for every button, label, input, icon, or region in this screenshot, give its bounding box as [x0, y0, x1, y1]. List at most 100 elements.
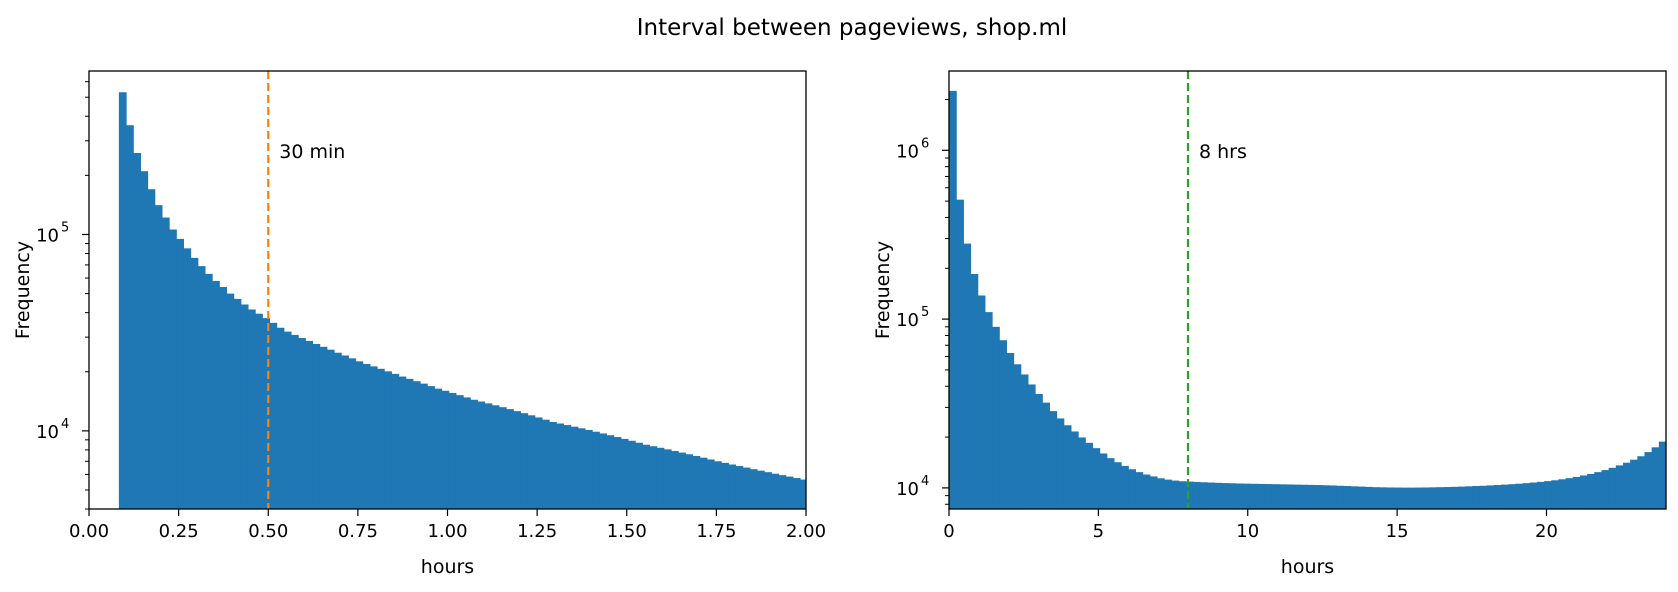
histogram-bar	[1608, 467, 1617, 509]
histogram-bar	[326, 349, 335, 509]
histogram-bar	[1615, 465, 1624, 509]
histogram-bar	[584, 430, 593, 509]
histogram-bar	[1350, 486, 1359, 509]
x-tick-label: 2.00	[786, 521, 826, 542]
histogram-bar	[1113, 462, 1122, 509]
histogram-bar	[1278, 484, 1287, 509]
x-tick-label: 1.50	[607, 521, 647, 542]
x-tick-label: 1.75	[696, 521, 736, 542]
histogram-bar	[1579, 475, 1588, 509]
histogram-bar	[879, 494, 887, 509]
histogram-bar	[219, 287, 228, 509]
histogram-bar	[1465, 486, 1474, 509]
histogram-bar	[865, 492, 873, 509]
histogram-bar	[556, 423, 565, 509]
histogram-bar	[491, 405, 500, 509]
x-tick-label: 5	[1093, 521, 1104, 542]
histogram-bar	[126, 125, 134, 509]
histogram-bar	[1250, 483, 1258, 509]
y-axis-label: Frequency	[12, 241, 34, 339]
histogram-bar	[1622, 462, 1631, 509]
histogram-bar	[1063, 425, 1072, 509]
histogram-bar	[305, 340, 314, 509]
histogram-bar	[1644, 452, 1653, 509]
histogram-bar	[963, 243, 972, 509]
histogram-bar	[154, 205, 163, 509]
histogram-bar	[800, 479, 806, 509]
histogram-bar	[1006, 352, 1015, 509]
y-tick-label: 10	[896, 141, 919, 162]
histogram-bar	[1264, 484, 1273, 509]
histogram-bar	[1508, 484, 1517, 509]
histogram-bar	[1092, 448, 1101, 509]
histogram-bar	[441, 390, 450, 509]
histogram-bar	[190, 257, 199, 509]
histogram-bar	[635, 442, 643, 509]
histogram-bar	[204, 273, 213, 509]
histogram-bar	[1458, 486, 1466, 509]
histogram-bar	[1400, 487, 1409, 509]
x-axis-label: hours	[421, 556, 474, 578]
y-tick-exponent: 5	[61, 220, 69, 235]
histogram-bar	[1343, 486, 1352, 509]
histogram-bar	[1214, 482, 1223, 509]
histogram-bar	[1307, 484, 1316, 509]
histogram-bar	[1522, 483, 1531, 509]
histogram-bar	[549, 421, 557, 509]
x-axis-label: hours	[1281, 556, 1334, 578]
histogram-bar	[1199, 482, 1208, 509]
histogram-bar	[1493, 485, 1502, 509]
histogram-bar	[348, 358, 357, 509]
histogram-bar	[240, 304, 249, 509]
histogram-bar	[1271, 484, 1280, 509]
histogram-bar	[642, 444, 651, 509]
histogram-bar	[1070, 431, 1079, 509]
histogram-bar	[984, 312, 993, 509]
figure-title: Interval between pageviews, shop.ml	[637, 15, 1068, 41]
histogram-bar	[792, 478, 801, 509]
histogram-bar	[384, 371, 392, 509]
histogram-bar	[1651, 447, 1660, 509]
histogram-bar	[872, 493, 880, 509]
histogram-bar	[470, 399, 478, 509]
histogram-bar	[1536, 481, 1545, 509]
y-tick-label: 10	[36, 225, 59, 246]
histogram-bar	[520, 413, 529, 509]
histogram-bar	[749, 469, 758, 509]
histogram-bar	[1314, 485, 1323, 509]
x-tick-label: 1.25	[517, 521, 557, 542]
histogram-bar	[1242, 483, 1251, 509]
x-tick-label: 10	[1236, 521, 1259, 542]
histogram-bar	[169, 229, 177, 509]
histogram-bar	[1235, 483, 1244, 509]
histogram-bar	[147, 189, 156, 509]
histogram-bar	[477, 401, 486, 509]
histogram-bar	[627, 440, 636, 509]
histogram-bar	[1372, 487, 1380, 509]
histogram-bar	[785, 476, 794, 509]
histogram-bar	[1544, 481, 1552, 509]
histogram-bar	[290, 334, 299, 509]
y-tick-exponent: 4	[61, 417, 69, 432]
histogram-bar	[298, 338, 306, 509]
x-tick-label: 0	[943, 521, 954, 542]
histogram-bar	[721, 462, 729, 509]
histogram-bar	[434, 388, 443, 509]
histogram-bar	[183, 248, 192, 509]
histogram-bar	[807, 481, 815, 509]
histogram-bar	[161, 217, 170, 509]
histogram-bar	[269, 322, 278, 509]
histogram-bar	[735, 466, 744, 509]
histogram-bar	[1386, 487, 1395, 509]
y-tick-exponent: 4	[921, 474, 929, 489]
histogram-bar	[1558, 479, 1567, 509]
histogram-bar	[1594, 472, 1603, 509]
histogram-bar	[742, 467, 751, 509]
y-tick-exponent: 6	[921, 136, 929, 151]
y-tick-label: 10	[36, 422, 59, 443]
histogram-bar	[1429, 487, 1438, 509]
histogram-bar	[649, 446, 658, 509]
histogram-bar	[1565, 478, 1574, 509]
histogram-bar	[577, 428, 586, 509]
